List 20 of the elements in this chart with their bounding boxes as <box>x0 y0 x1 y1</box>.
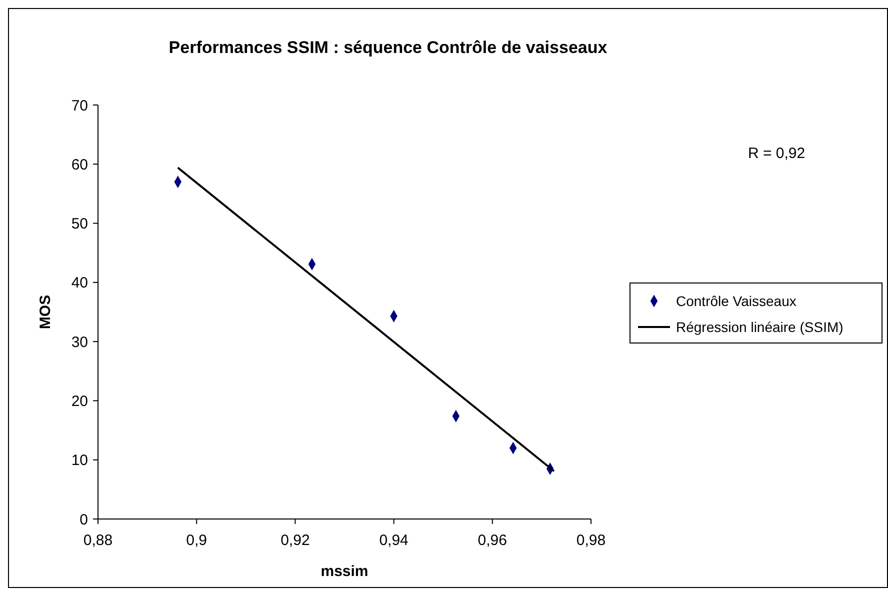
text: R = 0,92 <box>748 145 806 162</box>
y-tick-label: 70 <box>71 97 88 114</box>
x-tick-label: 0,94 <box>379 532 408 549</box>
chart-title: Performances SSIM : séquence Contrôle de vaisseaux <box>168 38 608 57</box>
y-tick-label: 50 <box>71 216 88 233</box>
y-tick-label: 10 <box>71 452 88 470</box>
x-tick-label: 0,96 <box>478 532 507 549</box>
y-axis-title: MOS <box>37 294 54 330</box>
x-tick-label: 0,88 <box>83 532 113 549</box>
y-tick-label: 20 <box>71 392 88 410</box>
y-tick-label: 60 <box>71 156 88 174</box>
x-axis-title: mssim <box>320 563 368 580</box>
x-tick-label: 0,92 <box>280 532 310 549</box>
legend-label: Contrôle Vaisseaux <box>676 292 796 309</box>
y-tick-label: 40 <box>71 274 88 292</box>
x-tick-label: 0,9 <box>186 532 208 549</box>
x-tick-label: 0,98 <box>576 532 606 549</box>
y-tick-label: 30 <box>71 334 88 351</box>
legend-label: Régression linéaire (SSIM) <box>676 318 844 335</box>
y-tick-label: 0 <box>80 511 88 528</box>
